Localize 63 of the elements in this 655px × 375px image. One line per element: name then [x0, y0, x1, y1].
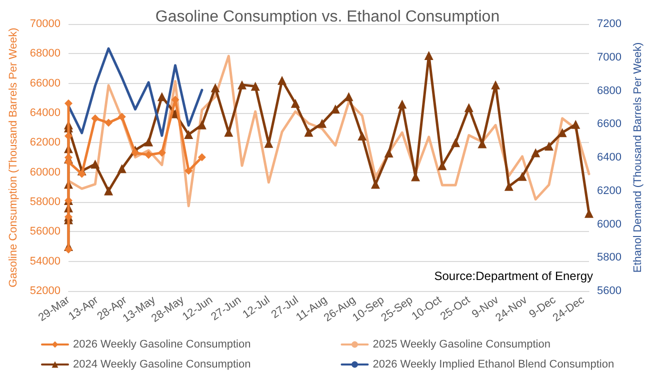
y-tick-label: 68000 — [30, 48, 60, 60]
point — [184, 166, 193, 175]
point — [318, 118, 327, 128]
y2-tick-label: 6800 — [597, 84, 622, 97]
point — [237, 80, 246, 90]
point — [197, 120, 206, 130]
point — [531, 148, 540, 158]
point — [290, 98, 300, 108]
point — [304, 128, 314, 137]
y-tick-label: 60000 — [30, 166, 60, 178]
point — [144, 150, 153, 159]
y-tick-label: 66000 — [30, 77, 60, 90]
point — [118, 112, 126, 121]
y2-tick-label: 5800 — [597, 252, 622, 264]
y-tick-label: 70000 — [30, 18, 60, 30]
y-tick-label: 62000 — [30, 136, 60, 149]
y-tick-label: 54000 — [30, 255, 60, 268]
y-axis-title: Gasoline Consumption (Thousand Barrels Per Week) — [8, 28, 20, 288]
y-tick-label: 56000 — [30, 226, 60, 238]
y2-tick-label: 6200 — [597, 184, 622, 197]
y2-tick-label: 6400 — [597, 152, 622, 164]
point — [384, 148, 394, 158]
point — [184, 130, 194, 140]
y-tick-label: 52000 — [30, 285, 60, 297]
y-tick-label: 58000 — [30, 196, 60, 208]
legend-label: 2024 Weekly Gasoline Consumption — [73, 358, 251, 370]
y2-tick-label: 6600 — [597, 118, 622, 130]
point — [91, 114, 100, 122]
point — [464, 103, 474, 112]
y2-axis-title: Ethanol Demand (Thousand Barrels Per Week) — [632, 42, 644, 273]
point — [117, 164, 126, 174]
annotation: Source:Department of Energy — [434, 269, 593, 283]
point — [131, 148, 140, 157]
point — [157, 92, 166, 102]
y2-tick-label: 6000 — [597, 218, 622, 230]
point — [78, 170, 86, 178]
legend-label: 2025 Weekly Gasoline Consumption — [372, 338, 550, 350]
point — [358, 131, 367, 140]
point — [210, 83, 220, 92]
point — [451, 138, 460, 148]
point — [571, 120, 580, 129]
point — [278, 76, 287, 85]
point — [370, 180, 380, 189]
chart-title: Gasoline Consumption vs. Ethanol Consumption — [155, 8, 500, 26]
y2-tick-label: 7200 — [597, 18, 622, 30]
point — [398, 100, 407, 109]
legend-label: 2026 Weekly Gasoline Consumption — [73, 338, 251, 350]
point — [424, 50, 434, 60]
y-tick-label: 64000 — [30, 107, 60, 119]
point — [198, 153, 206, 162]
point — [158, 148, 166, 157]
point — [491, 80, 500, 90]
point — [104, 118, 113, 127]
point — [64, 99, 72, 108]
point — [104, 186, 114, 196]
point — [250, 82, 260, 91]
point — [544, 142, 554, 151]
point — [518, 172, 527, 181]
point — [90, 160, 100, 169]
y2-tick-label: 7000 — [597, 51, 622, 64]
point — [144, 137, 154, 146]
legend-label: 2026 Weekly Implied Ethanol Blend Consumption — [372, 358, 614, 370]
y2-tick-label: 5600 — [597, 285, 622, 297]
